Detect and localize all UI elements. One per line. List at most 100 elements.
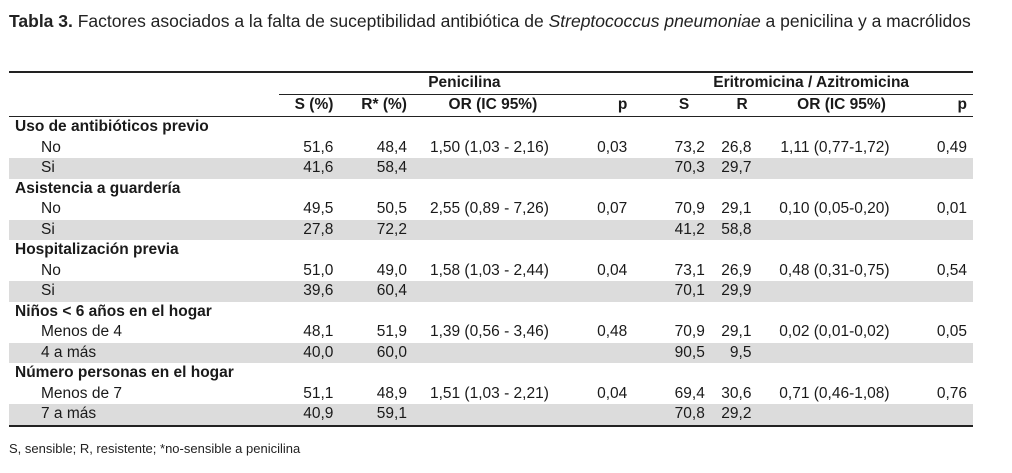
cell-r2: 26,8 [721, 138, 752, 156]
row-label: Si [9, 219, 280, 240]
row-label: No [41, 200, 61, 217]
cell-r2: 29,7 [718, 158, 766, 179]
col-header: S (%) [279, 94, 344, 117]
cell-r2: 29,2 [718, 404, 766, 427]
cell-p2 [917, 404, 973, 427]
caption-italic-species: Streptococcus pneumoniae [548, 11, 761, 31]
cell-p: 0,04 [597, 384, 628, 402]
cell-p [570, 158, 650, 179]
cell-or: 1,39 (0,56 - 3,46) [429, 323, 549, 340]
cell-s: 41,6 [279, 158, 344, 179]
cell-p2 [917, 342, 973, 363]
cell-r2: 26,9 [721, 261, 752, 279]
cell-s2: 70,9 [674, 200, 705, 217]
cell-r: 51,9 [376, 323, 407, 340]
col-header: OR (IC 95%) [765, 94, 918, 117]
cell-s2: 70,9 [674, 323, 705, 340]
caption-text-after: a penicilina y a macrólidos [760, 11, 971, 31]
header-group-row: Penicilina Eritromicina / Azitromicina [9, 71, 973, 95]
cell-r2: 30,6 [721, 384, 752, 402]
cell-r: 48,4 [376, 138, 407, 156]
table-row: Si 41,6 58,4 70,3 29,7 [9, 158, 973, 179]
cell-p2: 0,54 [936, 261, 967, 279]
col-header: p [917, 94, 973, 117]
table-row: 4 a más 40,0 60,0 90,5 9,5 [9, 342, 973, 363]
cell-s: 49,5 [303, 200, 334, 217]
cell-or2: 1,11 (0,77-1,72) [780, 138, 890, 156]
cell-or [414, 404, 571, 427]
section-title: Hospitalización previa [15, 241, 179, 258]
cell-s2: 69,4 [674, 384, 705, 402]
section-title: Niños < 6 años en el hogar [15, 302, 212, 320]
section-row: Asistencia a guardería [9, 179, 973, 200]
cell-s2: 90,5 [649, 342, 719, 363]
table-row: No 49,5 50,5 2,55 (0,89 - 7,26) 0,07 70,9 29,1… [9, 199, 973, 220]
cell-r: 60,0 [343, 342, 415, 363]
cell-s2: 70,3 [649, 158, 719, 179]
cell-or [414, 342, 571, 363]
cell-or [414, 219, 571, 240]
cell-r2: 29,1 [721, 200, 752, 217]
row-label: 4 a más [9, 342, 280, 363]
cell-p2 [917, 219, 973, 240]
caption-label: Tabla 3. [9, 11, 73, 31]
section-row: Hospitalización previa [9, 240, 973, 261]
cell-p: 0,48 [597, 323, 628, 340]
caption-text-before: Factores asociados a la falta de sucepti… [72, 11, 549, 31]
cell-r: 72,2 [343, 219, 415, 240]
cell-p [570, 404, 650, 427]
cell-r: 59,1 [343, 404, 415, 427]
section-row: Número personas en el hogar [9, 363, 973, 384]
cell-p [570, 281, 650, 302]
col-header: R* (%) [343, 94, 415, 117]
cell-p: 0,04 [597, 261, 628, 279]
cell-or2: 0,02 (0,01-0,02) [779, 323, 890, 340]
cell-s2: 73,2 [674, 138, 705, 156]
row-label: 7 a más [9, 404, 280, 427]
header-group-eritromicina: Eritromicina / Azitromicina [649, 71, 973, 95]
cell-or: 1,50 (1,03 - 2,16) [429, 138, 549, 156]
cell-s: 27,8 [279, 219, 344, 240]
cell-or [414, 281, 571, 302]
cell-r: 60,4 [343, 281, 415, 302]
cell-s: 51,1 [303, 384, 334, 402]
cell-r: 50,5 [376, 200, 407, 217]
cell-or2 [765, 281, 918, 302]
table-row: Menos de 7 51,1 48,9 1,51 (1,03 - 2,21) 0,04… [9, 384, 973, 405]
table-row: No 51,0 49,0 1,58 (1,03 - 2,44) 0,04 73,1 26,9… [9, 261, 973, 282]
cell-r2: 58,8 [718, 219, 766, 240]
cell-p2 [917, 158, 973, 179]
cell-or2 [765, 219, 918, 240]
cell-s: 51,0 [303, 261, 334, 279]
row-label: No [41, 261, 61, 279]
cell-or2: 0,10 (0,05-0,20) [779, 200, 890, 217]
cell-s: 48,1 [303, 323, 334, 340]
cell-s2: 70,8 [649, 404, 719, 427]
cell-r: 58,4 [343, 158, 415, 179]
cell-s2: 70,1 [649, 281, 719, 302]
row-label: Menos de 4 [41, 323, 122, 340]
table-caption: Tabla 3. Factores asociados a la falta d… [9, 9, 999, 33]
section-row: Uso de antibióticos previo [9, 117, 973, 138]
cell-p2: 0,05 [936, 323, 967, 340]
cell-or2: 0,48 (0,31-0,75) [779, 261, 890, 279]
header-col-row: S (%) R* (%) OR (IC 95%) p S R OR (IC 95… [9, 94, 973, 117]
table-row: 7 a más 40,9 59,1 70,8 29,2 [9, 404, 973, 427]
section-title: Asistencia a guardería [15, 179, 181, 197]
header-group-penicilina: Penicilina [279, 71, 650, 95]
table-row: Si 39,6 60,4 70,1 29,9 [9, 281, 973, 302]
cell-r2: 9,5 [718, 342, 766, 363]
section-title: Uso de antibióticos previo [15, 118, 209, 135]
col-header: OR (IC 95%) [414, 94, 571, 117]
cell-or [414, 158, 571, 179]
cell-s2: 41,2 [649, 219, 719, 240]
cell-p2: 0,01 [936, 200, 967, 217]
cell-r: 48,9 [376, 384, 407, 402]
col-header: R [718, 94, 766, 117]
section-row: Niños < 6 años en el hogar [9, 302, 973, 323]
cell-or: 1,51 (1,03 - 2,21) [429, 384, 549, 402]
row-label: No [41, 138, 61, 156]
table-row: Menos de 4 48,1 51,9 1,39 (0,56 - 3,46) 0,48… [9, 322, 973, 343]
row-label: Si [9, 158, 280, 179]
results-table: Penicilina Eritromicina / Azitromicina S… [9, 71, 973, 427]
